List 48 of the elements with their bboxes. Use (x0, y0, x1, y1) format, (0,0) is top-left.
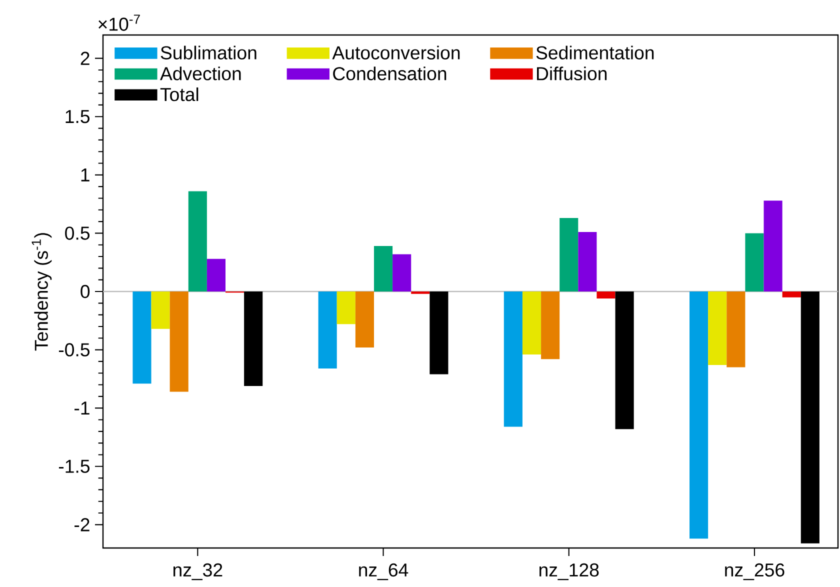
y-tick-label: 1 (81, 168, 90, 182)
legend-label: Total (160, 87, 198, 102)
legend-label: Advection (160, 66, 241, 80)
legend-label: Sedimentation (536, 46, 654, 60)
bar (318, 292, 337, 368)
y-tick-label: 0.5 (65, 226, 90, 240)
bar (726, 292, 746, 368)
bar (170, 292, 188, 392)
bar (244, 292, 263, 386)
y-tick-label: 2 (80, 52, 90, 65)
bar (764, 200, 782, 292)
legend-label: Diffusion (537, 66, 607, 80)
legend-label: Condensation (333, 66, 446, 80)
bar (560, 218, 578, 292)
x-tick-label: nz_128 (539, 563, 599, 580)
bar (430, 292, 448, 374)
x-tick-label: nz_256 (725, 563, 784, 580)
bar (206, 258, 226, 292)
bar (615, 292, 634, 430)
x-tick-label: nz_32 (173, 563, 222, 580)
y-tick-label: 0 (80, 284, 90, 298)
bar (578, 232, 597, 292)
y-tick-label: -2 (74, 518, 90, 532)
bar (355, 292, 374, 348)
legend-label: Autoconversion (332, 46, 460, 60)
bar (132, 292, 152, 384)
y-tick-label: -1.5 (58, 460, 90, 473)
bar (336, 292, 356, 324)
bar (596, 292, 616, 298)
bar (374, 246, 393, 292)
bar (504, 292, 522, 427)
y-tick-label: 1.5 (66, 110, 90, 124)
bar (690, 292, 708, 539)
y-tick-label: -0.5 (58, 343, 90, 356)
y-axis-title: Tendency (s$^{-1}$) (32, 233, 52, 351)
bar (800, 292, 820, 544)
bar (151, 292, 170, 329)
bar (541, 292, 560, 360)
bar (708, 292, 727, 365)
bar (392, 254, 412, 292)
y-tick-label: -1 (74, 402, 90, 415)
text: ×10$^{-7}$ (98, 14, 140, 31)
x-tick-label: nz_64 (359, 563, 408, 580)
legend-label: Sublimation (160, 46, 256, 60)
bar (782, 292, 801, 298)
bar (745, 233, 764, 292)
bar (188, 191, 207, 292)
bar (522, 292, 542, 354)
